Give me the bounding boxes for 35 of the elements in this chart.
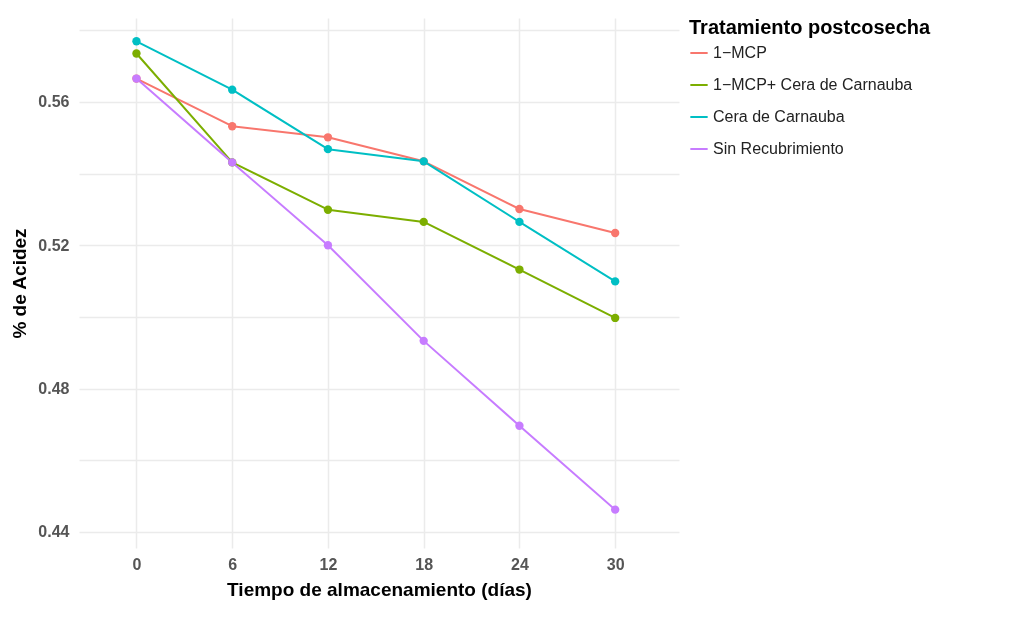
point — [515, 421, 524, 430]
point — [515, 204, 524, 214]
y-tick-label: 0.44 — [38, 523, 70, 541]
x-axis-title: Tiempo de almacenamiento (días) — [227, 578, 532, 600]
x-tick-label: 18 — [415, 555, 434, 573]
point — [515, 217, 524, 227]
point — [419, 336, 428, 346]
point — [610, 505, 620, 514]
point — [323, 241, 333, 250]
point — [323, 205, 333, 214]
x-tick-label: 30 — [606, 555, 625, 573]
point — [515, 265, 524, 274]
y-tick-label: 0.52 — [38, 236, 70, 254]
legend-label: Sin Recubrimiento — [713, 140, 844, 157]
y-tick-label: 0.56 — [38, 93, 70, 111]
legend-label: 1−MCP — [713, 44, 767, 61]
y-tick-label: 0.48 — [38, 380, 70, 398]
x-tick-label: 24 — [511, 555, 529, 573]
legend-label: Cera de Carnauba — [713, 108, 845, 125]
point — [610, 313, 620, 323]
point — [323, 144, 333, 154]
point — [228, 122, 237, 131]
point — [610, 277, 620, 286]
point — [132, 37, 141, 46]
point — [419, 217, 428, 227]
point — [228, 85, 237, 94]
point — [132, 49, 141, 58]
x-tick-label: 12 — [319, 555, 338, 573]
legend-label: 1−MCP+ Cera de Carnauba — [713, 76, 913, 93]
y-axis-title: % de Acidez — [9, 228, 31, 339]
x-tick-label: 6 — [228, 555, 238, 573]
point — [323, 133, 333, 142]
legend-title: Tratamiento postcosecha — [689, 16, 932, 38]
point — [610, 228, 620, 238]
x-tick-label: 0 — [132, 555, 142, 573]
